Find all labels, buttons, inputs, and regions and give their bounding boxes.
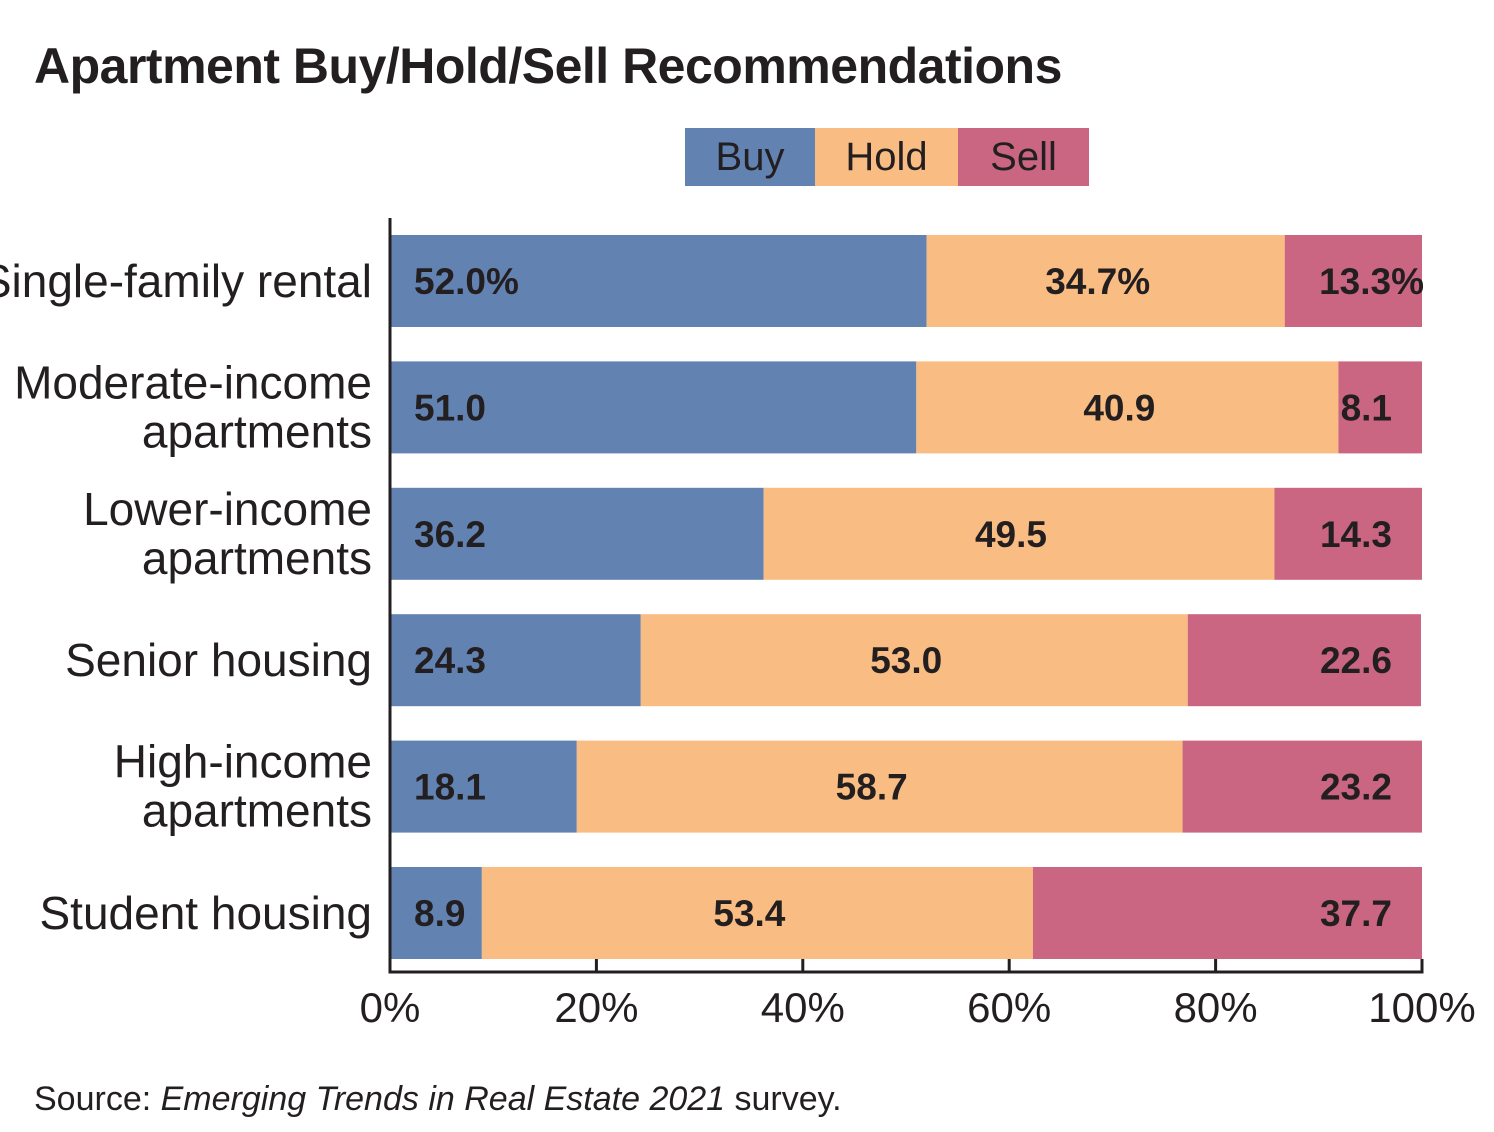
- value-label-hold: 34.7%: [1045, 261, 1150, 302]
- legend-item-buy: Buy: [685, 128, 815, 186]
- x-tick-label: 0%: [360, 984, 421, 1031]
- bar-segment-hold: [926, 235, 1285, 327]
- x-tick-label: 80%: [1174, 984, 1258, 1031]
- bar-segment-sell: [1284, 235, 1422, 327]
- source-publication: Emerging Trends in Real Estate 2021: [160, 1080, 726, 1118]
- bar-segment-buy: [390, 867, 482, 959]
- category-label: Moderate-income apartments: [14, 356, 372, 457]
- x-tick-label: 60%: [967, 984, 1051, 1031]
- value-label-buy: 51.0: [414, 387, 486, 428]
- source-suffix: survey.: [725, 1080, 842, 1118]
- bar-segment-sell: [1338, 361, 1422, 454]
- value-label-sell: 37.7: [1320, 893, 1392, 934]
- legend: Buy Hold Sell: [685, 128, 1089, 186]
- bar-segment-hold: [763, 487, 1275, 580]
- value-label-sell: 8.1: [1341, 387, 1392, 428]
- source-note: Source: Emerging Trends in Real Estate 2…: [34, 1078, 842, 1120]
- value-label-buy: 18.1: [414, 767, 486, 808]
- bar-segment-buy: [390, 487, 764, 580]
- bar-segment-buy: [390, 361, 917, 454]
- category-label-line: apartments: [142, 405, 372, 457]
- value-label-hold: 40.9: [1083, 387, 1155, 428]
- category-label-line: Moderate-income: [14, 356, 372, 408]
- bar-segment-hold: [576, 740, 1183, 833]
- value-label-hold: 58.7: [836, 767, 908, 808]
- value-label-hold: 49.5: [975, 514, 1047, 555]
- category-label: High-income apartments: [114, 736, 372, 837]
- legend-item-hold: Hold: [815, 128, 958, 186]
- category-label-line: Lower-income: [83, 483, 372, 535]
- x-tick-label: 100%: [1368, 984, 1475, 1031]
- bar-segment-buy: [390, 235, 927, 327]
- value-label-buy: 36.2: [414, 514, 486, 555]
- bar-segment-sell: [1187, 614, 1421, 707]
- category-label: Senior housing: [65, 634, 372, 686]
- value-label-sell: 22.6: [1320, 640, 1392, 681]
- bar-segment-sell: [1182, 740, 1422, 833]
- bar-segment-buy: [390, 740, 577, 833]
- value-label-sell: 13.3%: [1319, 261, 1424, 302]
- bar-segment-buy: [390, 614, 641, 707]
- category-label-line: apartments: [142, 785, 372, 837]
- bar-segment-hold: [916, 361, 1339, 454]
- value-label-sell: 23.2: [1320, 767, 1392, 808]
- value-label-hold: 53.4: [713, 893, 785, 934]
- category-label: Lower-income apartments: [83, 483, 372, 584]
- x-tick-label: 20%: [554, 984, 638, 1031]
- category-label-line: Senior housing: [65, 634, 372, 686]
- category-label-line: Student housing: [40, 887, 373, 939]
- bar-segment-hold: [640, 614, 1188, 707]
- source-prefix: Source:: [34, 1080, 161, 1118]
- category-label-line: apartments: [142, 532, 372, 584]
- category-label: Single-family rental: [0, 255, 372, 307]
- value-label-buy: 52.0%: [414, 261, 519, 302]
- legend-item-sell: Sell: [958, 128, 1089, 186]
- bar-segment-sell: [1032, 867, 1422, 959]
- chart-title: Apartment Buy/Hold/Sell Recommendations: [34, 38, 1062, 94]
- category-label: Student housing: [40, 887, 373, 939]
- category-label-line: High-income: [114, 736, 372, 788]
- bar-segment-hold: [481, 867, 1033, 959]
- value-label-buy: 24.3: [414, 640, 486, 681]
- x-tick-label: 40%: [761, 984, 845, 1031]
- bar-segment-sell: [1274, 487, 1422, 580]
- value-label-hold: 53.0: [870, 640, 942, 681]
- value-label-buy: 8.9: [414, 893, 465, 934]
- value-label-sell: 14.3: [1320, 514, 1392, 555]
- category-label-line: Single-family rental: [0, 255, 372, 307]
